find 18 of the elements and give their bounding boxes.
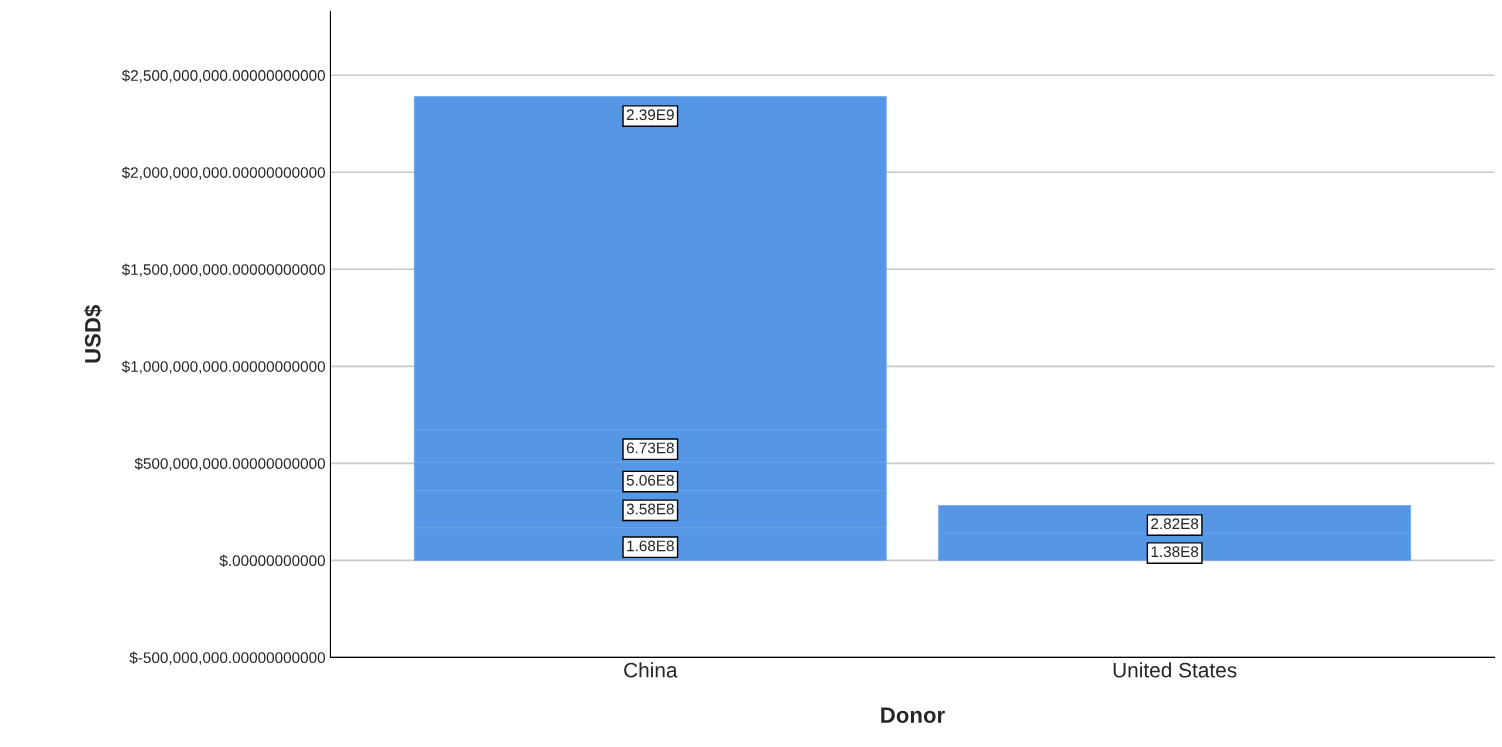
annotation: 1.68E8 [627,540,674,552]
x-tick-label: China [624,662,678,678]
y-tick-label: $-500,000,000.00000000000 [129,651,325,665]
y-tick-label: $2,000,000,000.00000000000 [121,166,325,180]
y-tick-label: $1,000,000,000.00000000000 [121,360,325,374]
x-axis-title: Donor [881,707,945,723]
annotation: 1.38E8 [1151,546,1199,558]
y-axis-title: USD$ [83,304,103,363]
annotation: 2.82E8 [1151,518,1199,530]
y-tick-label: $.00000000000 [219,554,325,567]
x-tick-label: United States [1113,662,1237,678]
annotation: 5.06E8 [626,474,674,486]
y-tick-label: $1,500,000,000.00000000000 [121,263,325,277]
annotation: 3.58E8 [626,503,674,515]
y-tick-label: $500,000,000.00000000000 [134,457,325,471]
annotation: 6.73E8 [626,442,674,454]
annotation: 2.39E9 [626,109,674,121]
y-tick-label: $2,500,000,000.00000000000 [121,69,325,83]
